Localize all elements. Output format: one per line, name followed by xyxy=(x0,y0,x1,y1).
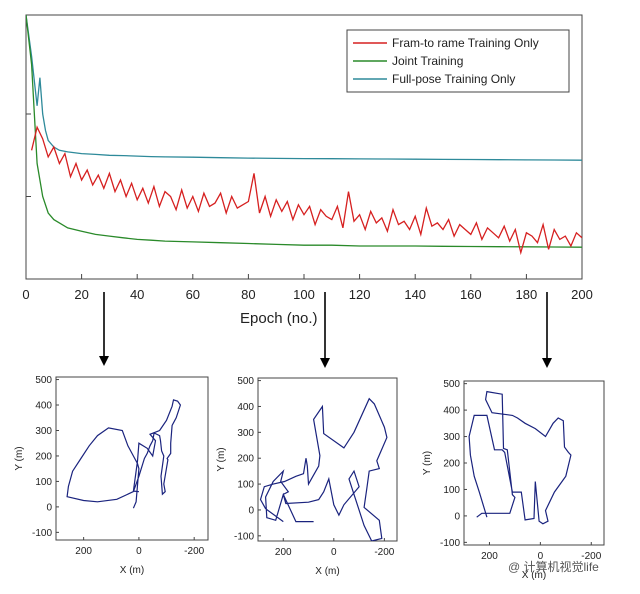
legend-label-full-pose: Full-pose Training Only xyxy=(392,72,515,86)
legend: Fram-to rame Training Only Joint Trainin… xyxy=(346,29,570,93)
trajectory-frame xyxy=(55,376,209,541)
trajectory-path xyxy=(66,399,182,509)
trajectory-frame xyxy=(257,377,398,542)
series-line-fram-to-rame-training-only xyxy=(30,125,582,256)
series-line-full-pose-training-only xyxy=(26,15,582,161)
sub-x-axis-label: X (m) xyxy=(315,566,339,577)
sub-y-tick-label: 300 xyxy=(443,432,460,443)
main-x-tick-label: 180 xyxy=(516,287,538,302)
sub-x-tick-label: 0 xyxy=(331,547,337,558)
arrow-head xyxy=(99,356,109,366)
sub-y-axis-label: Y (m) xyxy=(216,447,227,471)
main-loss-plot: 0 20 40 60 80 100 120 140 160 180 200 Epoch (no.) … xyxy=(22,14,593,327)
main-x-tick-label: 140 xyxy=(404,287,426,302)
sub-y-tick-label: -100 xyxy=(32,528,52,539)
main-x-tick-labels: 0 20 40 60 80 100 120 140 160 180 200 xyxy=(22,274,593,302)
main-x-tick-label: 100 xyxy=(293,287,315,302)
legend-label-joint: Joint Training xyxy=(392,54,463,68)
trajectory-plot-epoch-30: 500 400 300 200 100 0 -100 200 0 -200 X (m) Y (m) xyxy=(14,375,209,576)
main-x-tick-label: 20 xyxy=(74,287,88,302)
sub-x-tick-label: -200 xyxy=(374,547,394,558)
sub-y-tick-label: 200 xyxy=(35,451,52,462)
sub-y-tick-label: 0 xyxy=(46,502,52,513)
main-x-tick-label: 60 xyxy=(186,287,200,302)
sub-y-tick-label: 200 xyxy=(443,459,460,470)
sub-y-axis-label: Y (m) xyxy=(14,446,25,470)
arrow-head xyxy=(320,358,330,368)
sub-x-tick-label: 0 xyxy=(538,551,544,562)
main-x-axis-label: Epoch (no.) xyxy=(240,310,318,327)
sub-y-tick-label: 400 xyxy=(237,402,254,413)
trajectory-path xyxy=(259,397,388,541)
epoch-arrows xyxy=(99,292,552,368)
trajectory-plot-epoch-110: 500 400 300 200 100 0 -100 200 0 -200 X (m) Y (m) xyxy=(216,376,398,577)
series-line-joint-training xyxy=(26,15,582,248)
trajectory-frame xyxy=(463,380,605,546)
sub-y-tick-label: 500 xyxy=(237,376,254,387)
sub-y-tick-label: 300 xyxy=(237,428,254,439)
sub-y-tick-label: -100 xyxy=(234,531,254,542)
main-x-tick-label: 0 xyxy=(22,287,29,302)
sub-x-tick-label: -200 xyxy=(184,546,204,557)
main-x-tick-label: 80 xyxy=(241,287,255,302)
sub-y-tick-label: -100 xyxy=(440,538,460,549)
sub-x-tick-label: -200 xyxy=(581,551,601,562)
sub-x-tick-label: 200 xyxy=(275,547,292,558)
arrow-head xyxy=(542,358,552,368)
sub-y-tick-label: 100 xyxy=(237,480,254,491)
main-x-tick-label: 120 xyxy=(349,287,371,302)
sub-y-tick-label: 0 xyxy=(454,511,460,522)
watermark-text: @ 计算机视觉life xyxy=(508,559,599,574)
main-x-tick-label: 200 xyxy=(571,287,593,302)
sub-y-tick-label: 400 xyxy=(443,406,460,417)
sub-y-tick-label: 0 xyxy=(248,505,254,516)
main-x-tick-label: 40 xyxy=(130,287,144,302)
sub-y-tick-label: 100 xyxy=(35,477,52,488)
main-series-group xyxy=(26,15,582,256)
sub-y-axis-label: Y (m) xyxy=(422,451,433,475)
sub-y-tick-label: 200 xyxy=(237,454,254,465)
sub-y-tick-label: 500 xyxy=(35,375,52,386)
sub-x-axis-label: X (m) xyxy=(120,565,144,576)
sub-x-axis-label: X (m) xyxy=(522,570,546,581)
sub-y-tick-label: 500 xyxy=(443,379,460,390)
sub-x-tick-label: 200 xyxy=(481,551,498,562)
sub-y-tick-label: 100 xyxy=(443,485,460,496)
sub-x-tick-label: 0 xyxy=(136,546,142,557)
trajectory-plot-epoch-190: 500 400 300 200 100 0 -100 200 0 -200 X (m) Y (m) xyxy=(422,379,605,581)
sub-y-tick-label: 400 xyxy=(35,401,52,412)
trajectory-path xyxy=(468,390,572,525)
main-x-tick-label: 160 xyxy=(460,287,482,302)
sub-y-tick-label: 300 xyxy=(35,426,52,437)
legend-label-frame-to-frame: Fram-to rame Training Only xyxy=(392,36,539,50)
sub-x-tick-label: 200 xyxy=(75,546,92,557)
